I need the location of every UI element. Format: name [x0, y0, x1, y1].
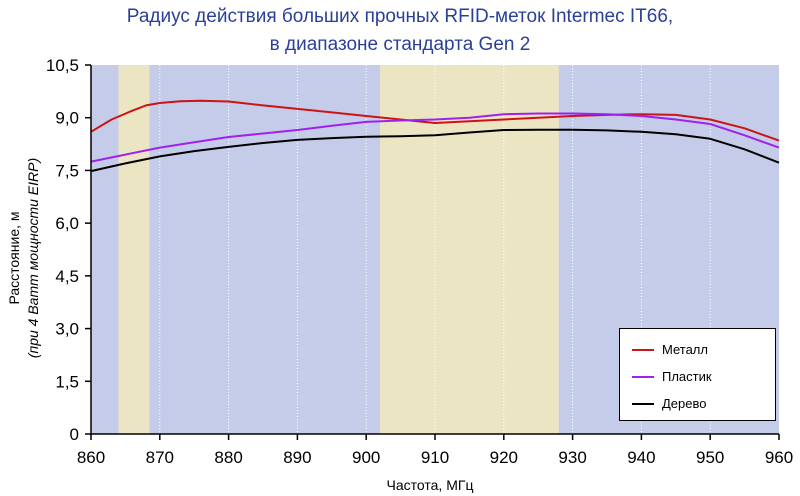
- legend-swatch-metal: [632, 349, 654, 351]
- legend-label-wood: Дерево: [662, 396, 707, 411]
- x-tick-label-5: 910: [421, 448, 449, 467]
- x-tick-label-3: 890: [283, 448, 311, 467]
- band-1: [379, 65, 559, 434]
- legend-item-wood: Дерево: [620, 393, 775, 415]
- y-axis-label-sub: (при 4 Ватт мощности EIRP): [25, 158, 41, 358]
- y-tick-label-1: 1,5: [55, 372, 79, 391]
- y-tick-labels: 0 1,5 3,0 4,5 6,0 7,5 9,0 10,5: [46, 56, 91, 444]
- x-axis-label: Частота, МГц: [387, 477, 474, 493]
- x-tick-label-4: 900: [352, 448, 380, 467]
- chart-subtitle: в диапазоне стандарта Gen 2: [269, 34, 531, 55]
- series-line-1: [90, 112, 780, 163]
- legend-swatch-plastic: [632, 376, 654, 378]
- x-tick-label-2: 880: [214, 448, 242, 467]
- frequency-bands: [118, 65, 559, 434]
- x-tick-label-6: 920: [490, 448, 518, 467]
- series-group: [90, 99, 780, 173]
- y-tick-label-3: 4,5: [55, 267, 79, 286]
- x-tick-labels: 860 870 880 890 900 910 920 930 940 950 960: [77, 434, 793, 467]
- y-tick-label-4: 6,0: [55, 214, 79, 233]
- legend-item-metal: Металл: [620, 339, 775, 361]
- series-line-2: [90, 128, 780, 173]
- x-tick-label-9: 950: [696, 448, 724, 467]
- x-tick-label-10: 960: [765, 448, 793, 467]
- y-axis-label-main: Расстояние, м: [6, 211, 22, 304]
- x-tick-label-8: 940: [627, 448, 655, 467]
- y-tick-label-6: 9,0: [55, 109, 79, 128]
- y-tick-label-2: 3,0: [55, 320, 79, 339]
- band-0: [118, 65, 150, 434]
- series-line-0: [90, 99, 780, 142]
- x-tick-label-1: 870: [146, 448, 174, 467]
- x-tick-label-7: 930: [558, 448, 586, 467]
- legend-item-plastic: Пластик: [620, 366, 775, 388]
- y-tick-label-0: 0: [70, 425, 79, 444]
- legend: Металл Пластик Дерево: [619, 328, 776, 421]
- chart-title: Радиус действия больших прочных RFID-мет…: [126, 6, 674, 27]
- x-tick-label-0: 860: [77, 448, 105, 467]
- legend-swatch-wood: [632, 403, 654, 405]
- legend-label-metal: Металл: [662, 342, 708, 357]
- y-tick-label-5: 7,5: [55, 161, 79, 180]
- legend-label-plastic: Пластик: [662, 369, 712, 384]
- y-tick-label-7: 10,5: [46, 56, 79, 75]
